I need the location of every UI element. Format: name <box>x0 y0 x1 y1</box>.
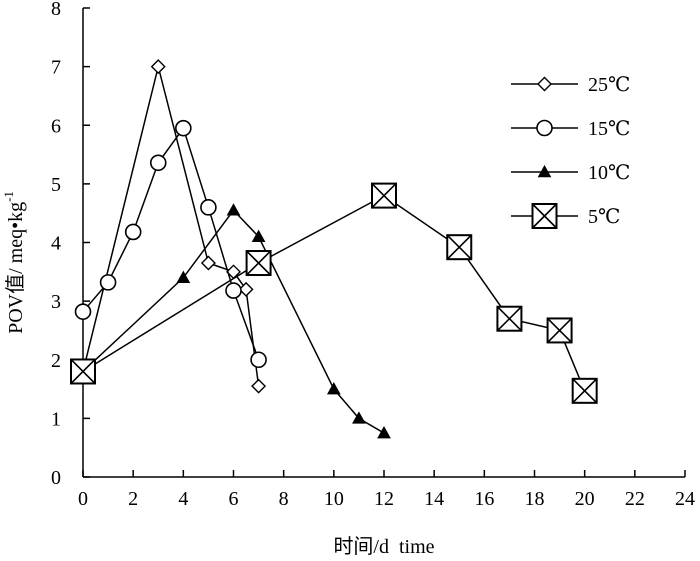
triangle-marker <box>326 382 341 395</box>
diamond-marker <box>150 59 166 75</box>
series-line <box>82 194 586 392</box>
y-axis-title-superscript: -1 <box>1 191 16 202</box>
x-ticks: 0 2 4 6 8 10 12 14 16 18 20 22 24 <box>78 470 695 510</box>
y-tick-label: 6 <box>51 115 61 137</box>
series-10c <box>76 203 391 439</box>
diamond-marker <box>238 281 254 297</box>
boxed-x-cross <box>371 183 397 209</box>
diamond-marker <box>251 378 267 394</box>
x-tick-label: 12 <box>374 488 394 510</box>
legend: 25℃ 15℃ 10℃ 5℃ <box>511 74 630 229</box>
series <box>70 59 598 439</box>
x-tick-label: 10 <box>324 488 344 510</box>
x-tick-label: 4 <box>178 488 188 510</box>
series-25c <box>75 59 267 394</box>
x-tick-label: 16 <box>474 488 494 510</box>
boxed-x-marker <box>496 305 523 332</box>
legend-label: 15℃ <box>588 118 630 140</box>
x-tick-label: 6 <box>229 488 239 510</box>
triangle-marker <box>176 270 191 283</box>
circle-marker <box>536 119 553 137</box>
series-line <box>82 126 260 361</box>
boxed-x-cross <box>572 378 598 404</box>
boxed-x-cross <box>531 203 558 229</box>
y-tick-label: 5 <box>51 174 61 196</box>
circle-marker <box>124 223 142 241</box>
x-tick-label: 20 <box>575 488 595 510</box>
x-tick-label: 0 <box>78 488 88 510</box>
x-axis-title: 时间/d time <box>333 535 434 558</box>
legend-label: 5℃ <box>588 206 620 228</box>
x-tick-label: 24 <box>675 488 695 510</box>
diamond-marker <box>200 255 216 271</box>
triangle-marker <box>226 203 241 216</box>
legend-item-10c: 10℃ <box>511 162 630 184</box>
y-tick-label: 2 <box>51 350 61 372</box>
legend-item-15c: 15℃ <box>511 118 630 140</box>
circle-marker <box>200 199 217 216</box>
legend-item-25c: 25℃ <box>511 74 630 96</box>
legend-label: 25℃ <box>588 74 630 96</box>
circle-marker <box>250 351 267 369</box>
boxed-x-marker <box>371 182 397 209</box>
boxed-x-marker <box>531 203 558 229</box>
boxed-x-marker <box>245 250 272 277</box>
y-tick-label: 4 <box>51 233 61 255</box>
y-tick-label: 1 <box>51 408 61 430</box>
circle-marker <box>149 154 167 172</box>
x-tick-label: 22 <box>625 488 645 510</box>
triangle-marker <box>377 426 391 439</box>
triangle-marker <box>352 411 366 424</box>
legend-item-5c: 5℃ <box>511 203 620 229</box>
circle-marker <box>175 119 192 137</box>
boxed-x-marker <box>70 358 96 385</box>
x-tick-label: 18 <box>525 488 545 510</box>
x-tick-label: 8 <box>279 488 289 510</box>
boxed-x-marker <box>446 234 473 261</box>
boxed-x-cross <box>446 234 472 260</box>
y-ticks: 0 1 2 3 4 5 6 7 8 <box>51 0 90 489</box>
boxed-x-cross <box>70 358 96 385</box>
circle-marker <box>74 303 92 320</box>
y-axis-title: POV值/ meq•kg-1 <box>1 191 27 334</box>
circle-marker <box>225 282 242 299</box>
y-axis-title-group: POV值/ meq•kg-1 <box>1 191 27 334</box>
diamond-marker <box>537 76 552 92</box>
y-axis-title-main: POV值/ meq•kg <box>4 202 27 334</box>
circle-marker <box>99 274 117 291</box>
series-5c <box>70 182 598 404</box>
x-tick-label: 14 <box>424 488 444 510</box>
boxed-x-cross <box>547 317 573 344</box>
triangle-marker <box>537 164 552 178</box>
x-tick-label: 2 <box>128 488 138 510</box>
y-tick-label: 7 <box>51 57 61 79</box>
triangle-marker <box>251 229 266 242</box>
series-15c <box>74 119 267 369</box>
boxed-x-marker <box>546 317 573 344</box>
legend-label: 10℃ <box>588 162 630 184</box>
y-tick-label: 3 <box>51 291 61 313</box>
boxed-x-marker <box>571 377 598 404</box>
boxed-x-cross <box>246 250 272 276</box>
series-line <box>82 66 260 387</box>
y-tick-label: 8 <box>51 0 61 20</box>
y-tick-label: 0 <box>51 467 61 489</box>
boxed-x-cross <box>496 306 522 332</box>
